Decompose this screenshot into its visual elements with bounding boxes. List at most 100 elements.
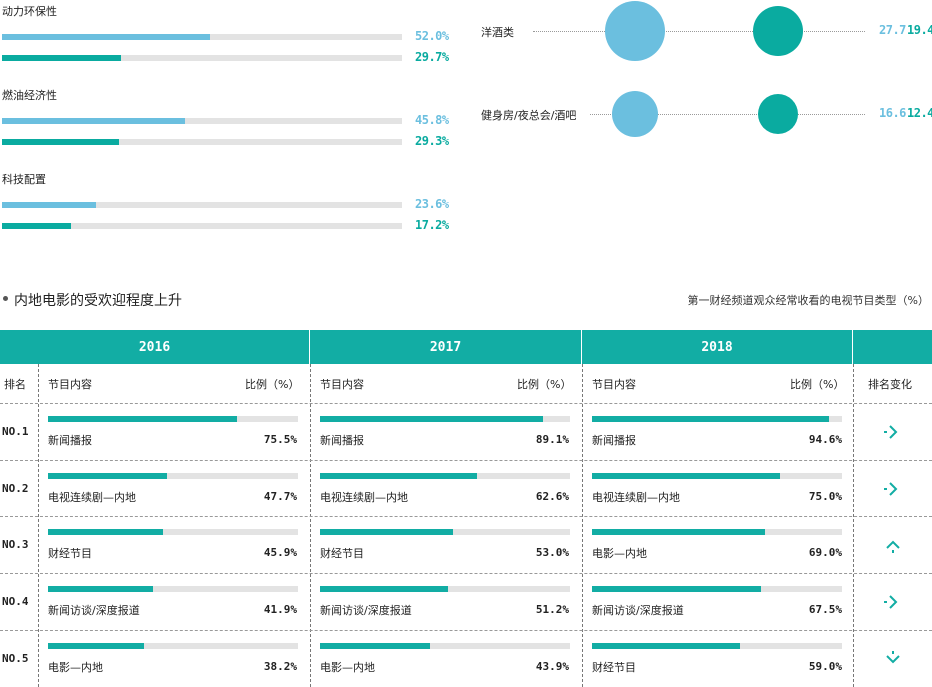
year-header: 2017	[310, 330, 581, 364]
program-name: 新闻访谈/深度报道	[48, 604, 140, 617]
year-header: 2016	[0, 330, 309, 364]
cell-bar	[592, 473, 780, 479]
bar	[2, 118, 186, 124]
program-name: 电视连续剧—内地	[320, 491, 408, 504]
cell-bar-track	[592, 586, 842, 592]
cell-bar	[592, 416, 829, 422]
bar-track	[2, 118, 402, 124]
program-value: 43.9%	[535, 660, 569, 673]
program-name: 电视连续剧—内地	[592, 491, 680, 504]
rank-label: NO.1	[2, 425, 29, 438]
cell-bar-track	[320, 586, 570, 592]
rank-label: NO.3	[2, 538, 29, 551]
cell-bar-track	[592, 416, 842, 422]
cell-bar-track	[48, 416, 298, 422]
column-divider	[38, 364, 39, 687]
program-value: 75.0%	[808, 490, 842, 503]
column-divider	[582, 364, 583, 687]
column-divider	[853, 364, 854, 687]
program-value: 94.6%	[808, 433, 842, 446]
bubble-category-label: 健身房/夜总会/酒吧	[481, 109, 577, 122]
bubble	[757, 93, 799, 135]
ratio-header: 比例（%）	[245, 378, 300, 391]
program-value: 59.0%	[808, 660, 842, 673]
bubble-value-label: 12.4	[907, 106, 932, 120]
program-name: 财经节目	[592, 661, 636, 674]
cell-bar	[320, 643, 430, 649]
ratio-header: 比例（%）	[517, 378, 572, 391]
cell-bar	[320, 529, 453, 535]
arrow-right-icon	[884, 482, 898, 496]
bubble-category-label: 洋酒类	[481, 26, 514, 39]
cell-bar-track	[320, 643, 570, 649]
bubble-value-label: 27.7	[879, 23, 906, 37]
cell-bar	[320, 416, 543, 422]
cell-bar-track	[320, 416, 570, 422]
year-header-change	[853, 330, 932, 364]
arrow-right-icon	[884, 425, 898, 439]
bubble-value-label: 19.4	[907, 23, 932, 37]
bubble	[611, 90, 659, 138]
row-divider	[0, 630, 932, 631]
cell-bar	[320, 586, 448, 592]
program-value: 41.9%	[263, 603, 297, 616]
program-value: 69.0%	[808, 546, 842, 559]
program-value: 51.2%	[535, 603, 569, 616]
row-divider	[0, 403, 932, 404]
cell-bar	[592, 529, 765, 535]
bar-track	[2, 202, 402, 208]
program-name: 财经节目	[320, 547, 364, 560]
column-divider	[310, 364, 311, 687]
bubble	[752, 5, 804, 57]
program-value: 67.5%	[808, 603, 842, 616]
cell-bar	[592, 643, 740, 649]
row-divider	[0, 573, 932, 574]
program-value: 75.5%	[263, 433, 297, 446]
cell-bar	[48, 529, 163, 535]
cell-bar-track	[592, 529, 842, 535]
bar-category-label: 燃油经济性	[2, 89, 57, 102]
program-name: 财经节目	[48, 547, 92, 560]
change-header: 排名变化	[868, 378, 912, 391]
bar-track	[2, 223, 402, 229]
cell-bar-track	[320, 473, 570, 479]
program-name: 电视连续剧—内地	[48, 491, 136, 504]
program-name: 电影—内地	[320, 661, 375, 674]
bar	[2, 34, 210, 40]
program-value: 45.9%	[263, 546, 297, 559]
content-header: 节目内容	[48, 378, 92, 391]
cell-bar	[320, 473, 477, 479]
cell-bar	[48, 586, 153, 592]
year-header: 2018	[582, 330, 852, 364]
program-name: 新闻访谈/深度报道	[592, 604, 684, 617]
row-divider	[0, 460, 932, 461]
cell-bar	[48, 643, 144, 649]
bar-value-label: 52.0%	[415, 29, 449, 43]
program-name: 新闻播报	[320, 434, 364, 447]
arrow-right-icon	[884, 595, 898, 609]
bar-value-label: 23.6%	[415, 197, 449, 211]
bar	[2, 223, 71, 229]
bar-value-label: 29.3%	[415, 134, 449, 148]
cell-bar-track	[320, 529, 570, 535]
rank-label: NO.4	[2, 595, 29, 608]
bar-category-label: 科技配置	[2, 173, 46, 186]
bar	[2, 202, 97, 208]
bar	[2, 139, 120, 145]
bar	[2, 55, 121, 61]
rank-header: 排名	[4, 378, 26, 391]
leader-line	[590, 114, 865, 115]
program-name: 新闻播报	[592, 434, 636, 447]
bar-value-label: 45.8%	[415, 113, 449, 127]
table-subtitle: 第一财经频道观众经常收看的电视节目类型（%）	[687, 294, 929, 307]
title-bullet	[3, 296, 8, 301]
bar-track	[2, 34, 402, 40]
bar-track	[2, 139, 402, 145]
row-divider	[0, 516, 932, 517]
content-header: 节目内容	[320, 378, 364, 391]
cell-bar-track	[48, 643, 298, 649]
cell-bar-track	[592, 473, 842, 479]
cell-bar-track	[48, 529, 298, 535]
bar-category-label: 动力环保性	[2, 5, 57, 18]
cell-bar	[48, 473, 168, 479]
